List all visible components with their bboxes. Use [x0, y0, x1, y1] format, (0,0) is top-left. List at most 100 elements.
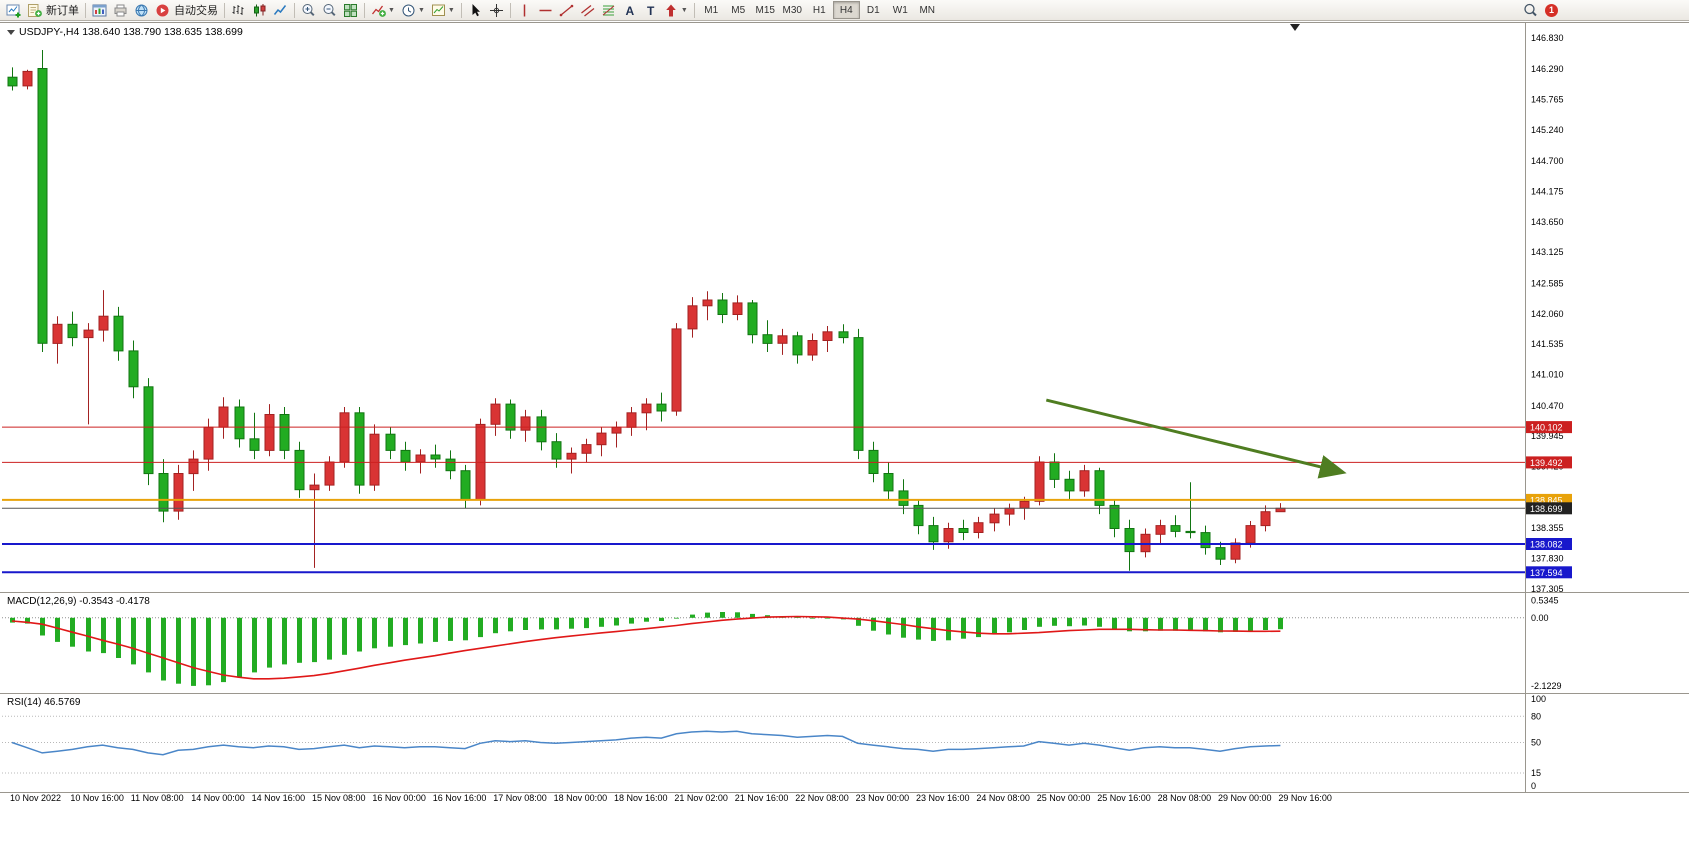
zoom-out-button[interactable] — [319, 0, 340, 20]
macd-histogram-bar — [674, 617, 679, 619]
templates-dropdown-caret[interactable]: ▼ — [447, 6, 455, 14]
zoom-in-icon — [301, 3, 316, 18]
periods-dropdown-caret[interactable]: ▼ — [417, 6, 425, 14]
macd-histogram-bar — [327, 617, 332, 660]
chart-plot-area[interactable] — [2, 23, 1525, 591]
arrows-dropdown-caret[interactable]: ▼ — [680, 6, 688, 14]
timeframe-m30-button[interactable]: M30 — [782, 4, 802, 16]
navigator-icon — [134, 3, 149, 18]
macd-histogram-bar — [372, 617, 377, 649]
cursor-icon — [468, 3, 483, 18]
timeframe-d1-button[interactable]: D1 — [866, 4, 880, 16]
candle-body — [732, 302, 743, 315]
macd-histogram-bar — [554, 617, 559, 630]
timeframe-m1-button[interactable]: M1 — [704, 4, 719, 16]
horizontal-line-button[interactable] — [535, 0, 556, 20]
equidistant-channel-icon — [580, 3, 595, 18]
bar-chart-button[interactable] — [228, 0, 249, 20]
svg-text:T: T — [647, 4, 655, 18]
candle-body — [128, 350, 139, 388]
text-button[interactable]: A — [619, 0, 640, 20]
price-tick-label: 142.060 — [1531, 309, 1564, 319]
timeframe-h1-button[interactable]: H1 — [812, 4, 826, 16]
text-label-button[interactable]: T — [640, 0, 661, 20]
time-tick-label: 25 Nov 16:00 — [1097, 793, 1151, 803]
autotrading-icon — [155, 3, 170, 18]
chart-window-button[interactable] — [89, 0, 110, 20]
data-window-button[interactable] — [110, 0, 131, 20]
new-order-label: 新订单 — [46, 5, 79, 17]
candle-body — [1200, 532, 1211, 549]
arrows-button[interactable]: ▼ — [661, 0, 691, 20]
vertical-line-button[interactable] — [514, 0, 535, 20]
rsi-scale-label: 15 — [1531, 768, 1541, 778]
macd-histogram-bar — [901, 617, 906, 638]
search-button[interactable] — [1520, 0, 1541, 20]
trend-arrow-object[interactable] — [1045, 398, 1347, 479]
tile-windows-button[interactable] — [340, 0, 361, 20]
navigator-button[interactable] — [131, 0, 152, 20]
macd-histogram-bar — [101, 617, 106, 654]
new-order-button[interactable]: 新订单 — [24, 0, 82, 20]
zoom-in-button[interactable] — [298, 0, 319, 20]
hline-price-label: 139.492 — [1530, 458, 1563, 468]
candle-body — [1215, 547, 1226, 560]
timeframe-w1-button[interactable]: W1 — [892, 4, 908, 16]
timeframe-m15-button[interactable]: M15 — [755, 4, 775, 16]
candle-body — [1260, 511, 1271, 527]
time-tick-label: 29 Nov 16:00 — [1278, 793, 1332, 803]
new-chart-button[interactable] — [3, 0, 24, 20]
indicators-dropdown-caret[interactable]: ▼ — [388, 6, 395, 14]
time-scale-area[interactable] — [0, 793, 1525, 811]
hline-price-label-bg — [1526, 456, 1572, 469]
one-click-trading-arrow-icon[interactable] — [7, 30, 15, 35]
line-chart-button[interactable] — [270, 0, 291, 20]
current-price-label-bg — [1526, 502, 1572, 515]
text-icon: A — [622, 3, 637, 18]
candle-body — [717, 299, 728, 315]
cursor-button[interactable] — [465, 0, 486, 20]
toolbar-separator — [509, 2, 511, 18]
chart-shift-marker-icon[interactable] — [1290, 24, 1300, 31]
candle-body — [1079, 470, 1090, 492]
candle-body — [430, 454, 441, 460]
macd-scale-label: -2.1229 — [1531, 681, 1562, 691]
trendline-button[interactable] — [556, 0, 577, 20]
price-tick-label: 145.240 — [1531, 125, 1564, 135]
fibonacci-button[interactable] — [598, 0, 619, 20]
candle-body — [1170, 525, 1181, 532]
search-icon — [1523, 3, 1538, 18]
macd-histogram-bar — [221, 617, 226, 683]
macd-histogram-bar — [418, 617, 423, 644]
time-tick-label: 15 Nov 08:00 — [312, 793, 366, 803]
candle-body — [1109, 504, 1120, 529]
price-scale-area[interactable] — [1526, 23, 1586, 792]
macd-histogram-bar — [267, 617, 272, 668]
hline-price-label-bg — [1526, 566, 1572, 579]
macd-histogram-bar — [161, 617, 166, 681]
indicators-button[interactable]: ▼ — [368, 0, 398, 20]
rsi-header: RSI(14) 46.5769 — [7, 697, 81, 708]
timeframe-h4-button[interactable]: H4 — [832, 1, 860, 19]
macd-scale-label: 0.00 — [1531, 613, 1549, 623]
notification-badge[interactable]: 1 — [1545, 3, 1558, 17]
candle-body — [294, 449, 305, 491]
macd-histogram-bar — [1082, 617, 1087, 626]
timeframe-mn-button[interactable]: MN — [919, 4, 936, 16]
rsi-scale-label: 50 — [1531, 738, 1541, 748]
timeframe-m5-button[interactable]: M5 — [731, 4, 746, 16]
candle-body — [7, 76, 18, 87]
crosshair-button[interactable] — [486, 0, 507, 20]
autotrading-button[interactable]: 自动交易 — [152, 0, 221, 20]
time-tick-label: 17 Nov 08:00 — [493, 793, 547, 803]
macd-histogram-bar — [433, 617, 438, 642]
templates-button[interactable]: ▼ — [428, 0, 458, 20]
macd-histogram-bar — [1173, 617, 1178, 631]
periods-button[interactable]: ▼ — [398, 0, 428, 20]
macd-histogram-bar — [856, 617, 861, 626]
macd-histogram-bar — [116, 617, 121, 658]
equidistant-channel-button[interactable] — [577, 0, 598, 20]
candle-chart-button[interactable] — [249, 0, 270, 20]
time-tick-label: 23 Nov 00:00 — [856, 793, 910, 803]
